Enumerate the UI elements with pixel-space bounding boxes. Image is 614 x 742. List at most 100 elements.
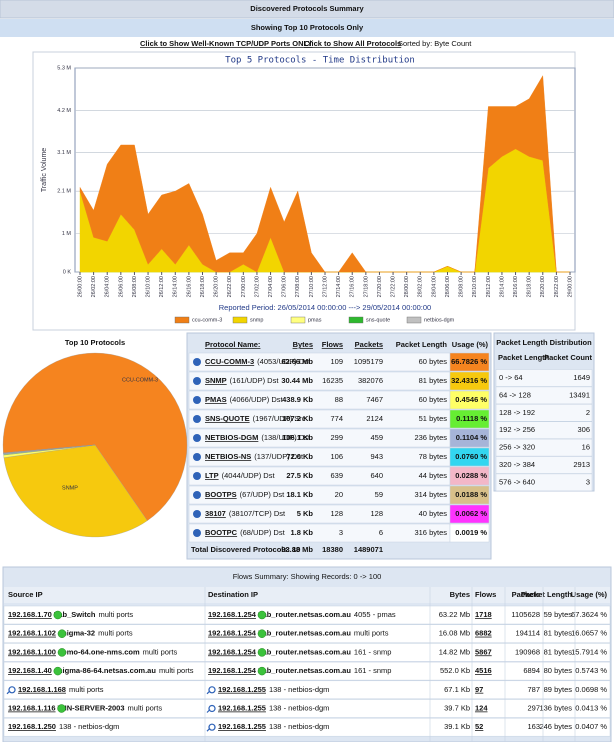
help-icon[interactable] [193, 396, 201, 404]
search-icon[interactable] [6, 686, 16, 695]
cell: 67.1 Kb [444, 685, 470, 694]
cell: 246 bytes [539, 722, 572, 731]
host-cell: 192.168.1.254 Lab_router.netsas.com.au 161… [208, 666, 391, 675]
search-icon[interactable] [206, 686, 216, 695]
table-row [3, 699, 611, 718]
protocol-port: (67/UDP) Dst [240, 490, 286, 499]
cell: 3 [339, 528, 343, 537]
column-header: Flows [322, 340, 343, 349]
x-tick-label: 26/22:00 [227, 276, 233, 297]
cell: 89 bytes [544, 685, 573, 694]
sort-info: Sorted by: Byte Count [398, 39, 472, 48]
ip-link[interactable]: 192.168.1.40 [8, 666, 52, 675]
cell[interactable]: 52 [475, 722, 483, 731]
ip-link[interactable]: 192.168.1.254 [208, 666, 257, 675]
status-icon [257, 666, 267, 676]
total-label: Total Discovered Protocols: 10 [191, 545, 300, 554]
host-cell: 192.168.1.102 enigma-32 multi ports [8, 629, 133, 638]
cell: 552.0 Kb [440, 666, 470, 675]
help-icon[interactable] [193, 529, 201, 537]
cell[interactable]: 97 [475, 685, 483, 694]
cell: 128 -> 192 [499, 408, 535, 417]
ip-link[interactable]: 192.168.1.255 [218, 703, 266, 712]
usage-cell [449, 352, 490, 372]
cell: 16235 [322, 376, 343, 385]
cell: 51 bytes [419, 414, 448, 423]
pie-label: CCU-COMM-3 [122, 377, 158, 383]
cell: 1.8 Kb [290, 528, 313, 537]
ip-link[interactable]: 192.168.1.255 [218, 722, 266, 731]
ip-link[interactable]: 192.168.1.168 [18, 685, 66, 694]
help-icon[interactable] [193, 453, 201, 461]
port: multi ports [128, 703, 163, 712]
cell[interactable]: 5867 [475, 647, 492, 656]
y-axis-label: Traffic Volume [41, 148, 48, 192]
protocol-link[interactable]: NETBIOS-NS [205, 452, 251, 461]
ip-link[interactable]: 192.168.1.102 [8, 629, 56, 638]
usage: 0.4546 % [455, 395, 487, 404]
x-tick-label: 27/06:00 [282, 276, 288, 297]
cell[interactable]: 124 [475, 703, 488, 712]
table-row [495, 456, 593, 474]
cell[interactable]: 6882 [475, 629, 492, 638]
link[interactable]: Click to Show Well-Known TCP/UDP Ports O… [140, 39, 312, 48]
pie-slice [3, 444, 96, 454]
protocol-link[interactable]: CCU-COMM-3 [205, 357, 254, 366]
protocol-link[interactable]: 38107 [205, 509, 226, 518]
help-icon[interactable] [193, 510, 201, 518]
host-cell: 192.168.1.40 enigma-86-64.netsas.com.au mu… [8, 666, 194, 675]
protocol-name: CCU-COMM-3 (4053/UDP) Dst [205, 357, 311, 366]
x-tick-label: 27/22:00 [391, 276, 397, 297]
protocol-link[interactable]: SNS-QUOTE [205, 414, 250, 423]
host-cell: 192.168.1.255 138 - netbios-dgm [218, 722, 329, 731]
cell: 16.0657 % [571, 629, 607, 638]
table-row [3, 717, 611, 737]
help-icon[interactable] [193, 415, 201, 423]
ip-link[interactable]: 192.168.1.250 [8, 722, 56, 731]
y-tick-label: 0 K [63, 269, 72, 275]
protocol-link[interactable]: NETBIOS-DGM [205, 433, 258, 442]
port: multi ports [69, 685, 104, 694]
status-icon [57, 648, 67, 657]
cell: 16 [582, 443, 590, 452]
ip-link[interactable]: 192.168.1.254 [208, 610, 257, 619]
legend-label: sns-quote [366, 317, 390, 323]
port: 161 - snmp [354, 647, 392, 656]
status-icon [53, 610, 63, 620]
port: multi ports [98, 629, 133, 638]
search-icon[interactable] [206, 704, 216, 713]
link[interactable]: Click to Show All Protocols [304, 39, 401, 48]
protocol-link[interactable]: BOOTPC [205, 528, 238, 537]
ip-link[interactable]: 192.168.1.254 [208, 629, 257, 638]
help-icon[interactable] [193, 472, 201, 480]
cell: 640 [370, 471, 383, 480]
ip-link[interactable]: 192.168.1.254 [208, 647, 257, 656]
ip-link[interactable]: 192.168.1.70 [8, 610, 52, 619]
protocol-name: BOOTPS (67/UDP) Dst [205, 490, 285, 499]
ip-link[interactable]: 192.168.1.255 [218, 685, 266, 694]
protocol-link[interactable]: SNMP [205, 376, 227, 385]
protocol-link[interactable]: BOOTPS [205, 490, 237, 499]
protocol-link[interactable]: LTP [205, 471, 219, 480]
status-icon [257, 648, 267, 657]
cell: 299 [330, 433, 343, 442]
cell: 2 [586, 408, 590, 417]
x-tick-label: 27/14:00 [336, 276, 342, 297]
search-icon[interactable] [206, 723, 216, 732]
x-tick-label: 26/16:00 [186, 276, 192, 297]
x-tick-label: 28/22:00 [554, 276, 560, 297]
protocol-link[interactable]: PMAS [205, 395, 227, 404]
help-icon[interactable] [193, 491, 201, 499]
protocol-name: NETBIOS-DGM (138/UDP) Dst [205, 433, 311, 442]
column-header: Packet Count [544, 353, 592, 362]
cell[interactable]: 4516 [475, 666, 492, 675]
help-icon[interactable] [193, 377, 201, 385]
cell[interactable]: 1718 [475, 610, 492, 619]
help-icon[interactable] [193, 358, 201, 366]
ip-link[interactable]: 192.168.1.116 [8, 703, 56, 712]
y-tick-label: 2.1 M [57, 189, 71, 195]
x-tick-label: 28/16:00 [513, 276, 519, 297]
x-tick-label: 28/08:00 [459, 276, 465, 297]
help-icon[interactable] [193, 434, 201, 442]
ip-link[interactable]: 192.168.1.100 [8, 647, 56, 656]
